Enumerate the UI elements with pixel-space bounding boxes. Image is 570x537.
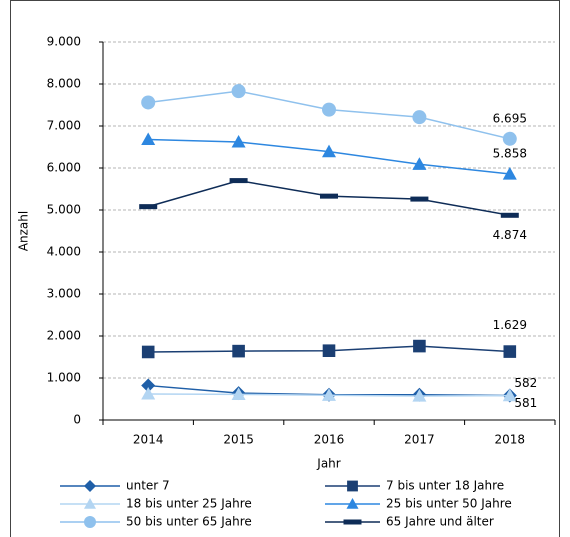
y-tick-label: 0	[73, 413, 81, 427]
x-tick-label: 2014	[133, 433, 164, 447]
legend-label: 18 bis unter 25 Jahre	[126, 497, 252, 511]
marker	[231, 387, 246, 400]
y-tick-label: 9.000	[47, 35, 81, 49]
y-tick-label: 8.000	[47, 77, 81, 91]
y-tick-label: 3.000	[47, 287, 81, 301]
data-label: 1.629	[493, 318, 527, 332]
legend-label: unter 7	[126, 479, 170, 493]
legend-label: 50 bis unter 65 Jahre	[126, 515, 252, 529]
legend-label: 25 bis unter 50 Jahre	[386, 497, 512, 511]
marker	[412, 157, 427, 170]
marker	[141, 95, 156, 110]
marker	[84, 516, 96, 528]
y-tick-label: 1.000	[47, 371, 81, 385]
y-tick-label: 5.000	[47, 203, 81, 217]
marker	[502, 131, 517, 146]
marker	[322, 388, 336, 401]
x-axis-title: Jahr	[316, 457, 340, 471]
x-tick-label: 2018	[495, 433, 526, 447]
marker	[347, 480, 358, 492]
marker	[502, 388, 517, 402]
marker	[229, 178, 248, 184]
marker	[413, 339, 426, 353]
x-tick-label: 2016	[314, 433, 345, 447]
marker	[232, 344, 245, 358]
y-tick-label: 7.000	[47, 119, 81, 133]
x-tick-label: 2017	[404, 433, 435, 447]
marker	[84, 498, 96, 509]
marker	[343, 519, 362, 525]
y-tick-label: 2.000	[47, 329, 81, 343]
marker	[320, 193, 338, 199]
marker	[141, 378, 156, 393]
data-label: 5.858	[493, 146, 527, 160]
marker	[410, 196, 429, 202]
frame	[10, 0, 560, 537]
marker	[322, 144, 336, 158]
data-label: 4.874	[493, 228, 527, 242]
data-label: 6.695	[493, 111, 527, 125]
marker	[503, 345, 517, 358]
legend-label: 7 bis unter 18 Jahre	[386, 479, 504, 493]
marker	[500, 212, 519, 218]
legend-label: 65 Jahre und älter	[386, 515, 494, 529]
x-tick-label: 2015	[223, 433, 254, 447]
y-tick-label: 6.000	[47, 161, 81, 175]
marker	[139, 204, 158, 210]
y-axis-title: Anzahl	[17, 211, 31, 251]
marker	[502, 166, 517, 180]
marker	[322, 344, 336, 357]
marker	[412, 110, 427, 125]
marker	[84, 480, 96, 492]
marker	[141, 132, 156, 146]
y-tick-label: 4.000	[47, 245, 81, 259]
marker	[346, 498, 359, 509]
data-label: 581	[514, 396, 537, 410]
marker	[231, 134, 246, 148]
marker	[231, 84, 246, 99]
marker	[412, 389, 427, 402]
marker	[141, 386, 156, 400]
marker	[322, 102, 336, 117]
marker	[141, 345, 155, 359]
data-label: 582	[514, 376, 537, 390]
